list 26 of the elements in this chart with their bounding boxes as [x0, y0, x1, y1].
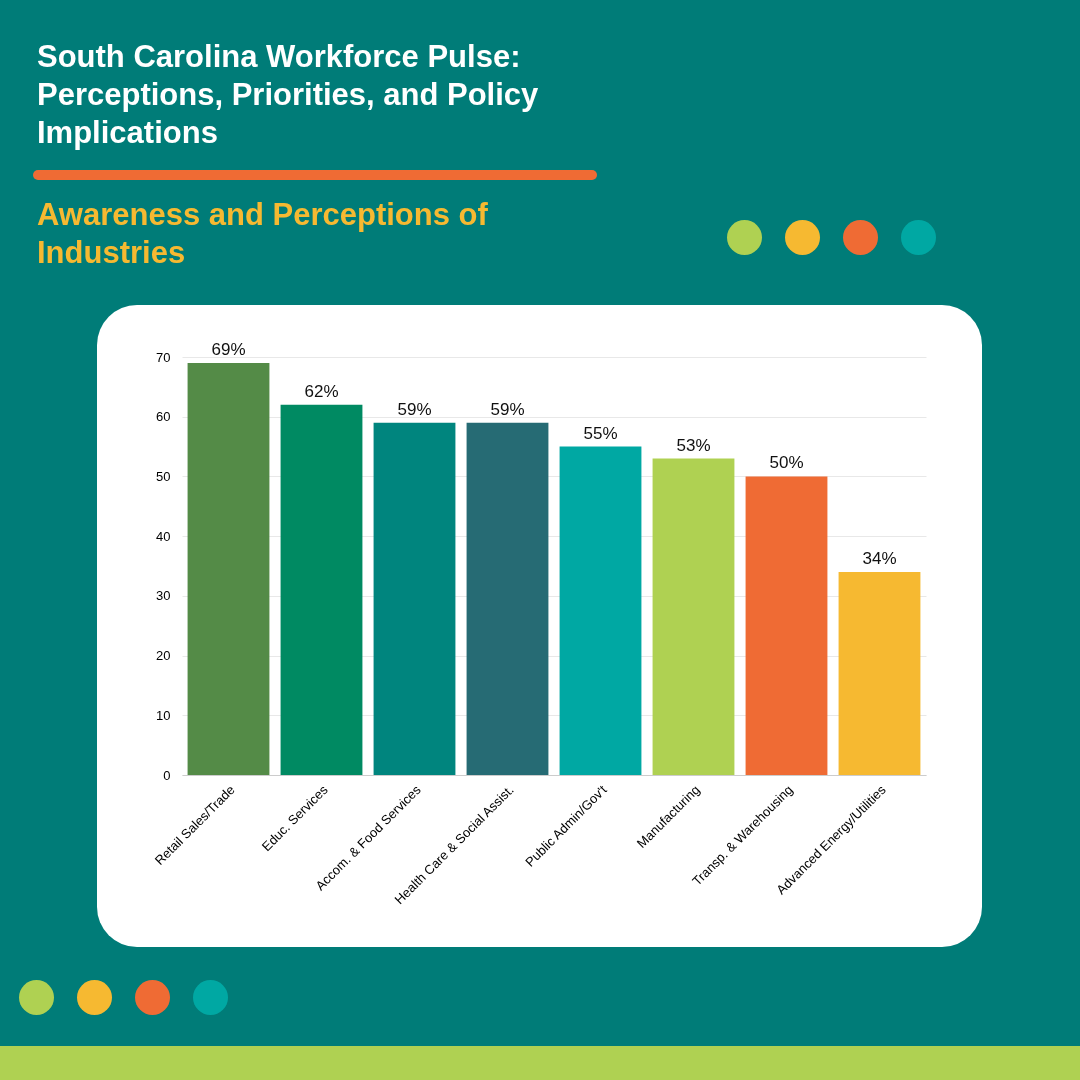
y-tick-label: 30: [156, 588, 171, 604]
data-label: 34%: [862, 548, 897, 568]
y-tick-label: 70: [156, 349, 171, 365]
data-label: 55%: [583, 423, 618, 443]
bar: [373, 422, 456, 775]
chart-title: South Carolina Workforce Pulse: Perceptions, Priorities, and Policy Implications: [37, 38, 540, 152]
bar: [559, 446, 642, 775]
y-tick-label: 40: [156, 528, 171, 544]
y-tick-label: 10: [156, 707, 171, 723]
y-tick-label: 60: [156, 409, 171, 425]
y-tick-label: 0: [163, 767, 171, 783]
data-label: 59%: [397, 399, 432, 419]
data-label: 53%: [676, 435, 711, 455]
bar: [838, 571, 921, 775]
data-label: 59%: [490, 399, 525, 419]
bar: [745, 476, 828, 775]
y-tick-label: 20: [156, 648, 171, 664]
bar: [187, 362, 270, 775]
data-label: 69%: [211, 339, 246, 359]
data-label: 62%: [304, 381, 339, 401]
bar: [652, 458, 735, 775]
chart-subtitle: Awareness and Perceptions of Industries: [37, 196, 489, 272]
bar: [280, 404, 363, 775]
data-label: 50%: [769, 453, 804, 473]
bar: [466, 422, 549, 775]
y-tick-label: 50: [156, 468, 171, 484]
